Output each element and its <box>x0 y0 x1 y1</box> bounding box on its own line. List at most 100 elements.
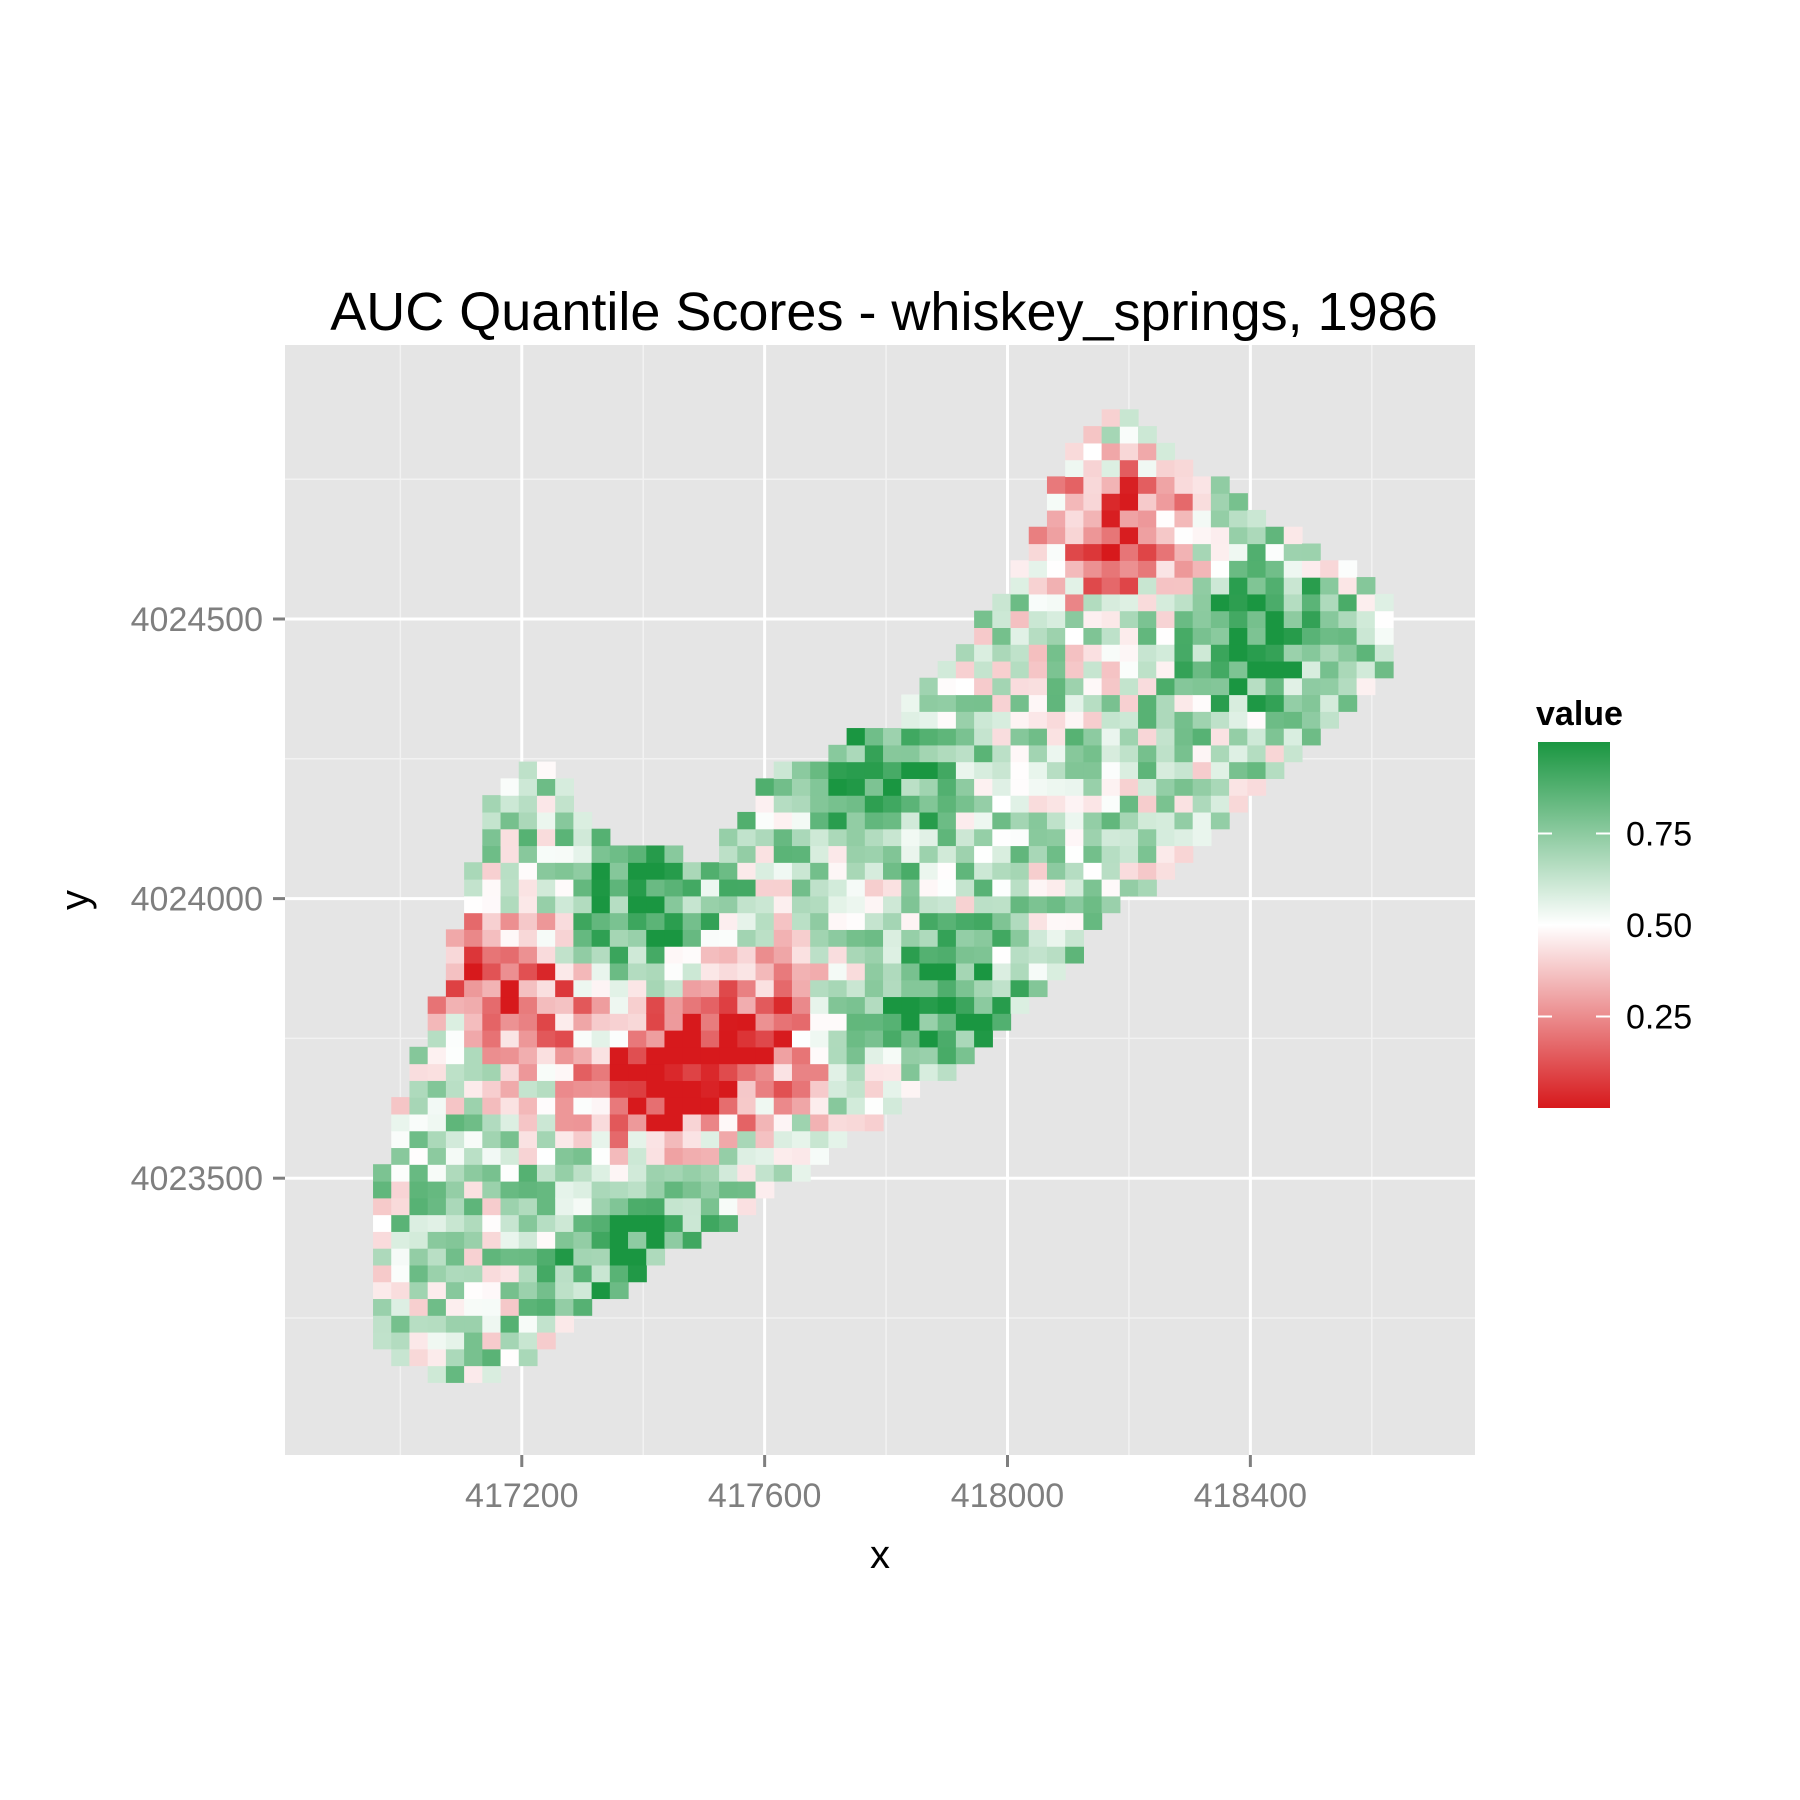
heatmap-cell <box>500 1331 520 1350</box>
heatmap-cell <box>755 996 775 1014</box>
heatmap-cell <box>573 1197 593 1216</box>
heatmap-cell <box>992 795 1012 813</box>
heatmap-cell <box>919 677 939 696</box>
heatmap-cell <box>1083 912 1103 930</box>
heatmap-cell <box>591 1130 611 1149</box>
heatmap-cell <box>609 1180 629 1199</box>
heatmap-cell <box>1247 560 1267 578</box>
heatmap-cell <box>1247 761 1267 779</box>
legend-label: 0.25 <box>1626 999 1692 1037</box>
heatmap-cell <box>628 1214 647 1232</box>
heatmap-cell <box>719 946 738 964</box>
heatmap-cell <box>974 1030 993 1048</box>
heatmap-cell <box>427 1147 447 1165</box>
heatmap-cell <box>737 912 757 930</box>
heatmap-cell <box>700 996 720 1014</box>
heatmap-cell <box>518 1348 538 1367</box>
heatmap-cell <box>919 795 939 813</box>
heatmap-cell <box>464 1197 483 1216</box>
heatmap-cell <box>591 1281 611 1300</box>
heatmap-cell <box>791 1046 811 1065</box>
heatmap-cell <box>864 1013 884 1031</box>
heatmap-cell <box>536 795 556 813</box>
heatmap-cell <box>1374 593 1394 612</box>
heatmap-cell <box>591 1231 611 1249</box>
heatmap-cell <box>1046 694 1066 712</box>
heatmap-cell <box>919 711 939 729</box>
heatmap-cell <box>536 1130 556 1149</box>
heatmap-cell <box>1192 610 1212 628</box>
heatmap-cell <box>992 845 1012 863</box>
heatmap-cell <box>536 1147 556 1165</box>
heatmap-cell <box>1046 577 1066 595</box>
heatmap-cell <box>445 1197 465 1216</box>
heatmap-cell <box>1010 879 1030 897</box>
heatmap-cell <box>500 811 520 830</box>
heatmap-cell <box>664 1030 684 1048</box>
heatmap-cell <box>992 912 1012 930</box>
heatmap-cell <box>555 996 574 1014</box>
heatmap-cell <box>518 1264 538 1283</box>
heatmap-cell <box>1101 409 1121 427</box>
heatmap-cell <box>628 1231 647 1249</box>
heatmap-cell <box>518 1180 538 1199</box>
heatmap-cell <box>901 778 921 796</box>
heatmap-cell <box>536 946 556 964</box>
heatmap-cell <box>1046 895 1066 914</box>
heatmap-cell <box>1083 795 1103 813</box>
heatmap-cell <box>1174 644 1194 662</box>
heatmap-cell <box>664 1197 684 1216</box>
heatmap-cell <box>682 946 702 964</box>
heatmap-cell <box>518 946 538 964</box>
heatmap-cell <box>628 929 647 947</box>
heatmap-cell <box>810 828 829 847</box>
heatmap-cell <box>518 795 538 813</box>
heatmap-cell <box>682 1214 702 1232</box>
heatmap-cell <box>700 1214 720 1232</box>
heatmap-cell <box>828 962 848 981</box>
legend-title: value <box>1536 695 1623 733</box>
heatmap-cell <box>810 1013 829 1031</box>
heatmap-cell <box>828 1130 848 1149</box>
heatmap-cell <box>1138 526 1157 545</box>
heatmap-cell <box>1138 426 1157 444</box>
heatmap-cell <box>828 761 848 779</box>
heatmap-cell <box>628 946 647 964</box>
heatmap-cell <box>500 1080 520 1098</box>
heatmap-cell <box>1301 627 1321 645</box>
heatmap-cell <box>773 1147 793 1165</box>
heatmap-cell <box>773 1030 793 1048</box>
heatmap-cell <box>755 1030 775 1048</box>
heatmap-cell <box>500 1197 520 1216</box>
heatmap-cell <box>609 1013 629 1031</box>
heatmap-cell <box>482 1281 502 1300</box>
heatmap-cell <box>482 895 502 914</box>
y-axis: 4023500 4024000 4024500 <box>131 601 285 1198</box>
heatmap-cell <box>919 761 939 779</box>
heatmap-cell <box>555 1248 574 1266</box>
y-tick-label: 4024000 <box>131 881 263 919</box>
heatmap-cell <box>737 862 757 880</box>
heatmap-cell <box>737 1013 757 1031</box>
heatmap-cell <box>682 1164 702 1182</box>
heatmap-cell <box>1010 912 1030 930</box>
heatmap-cell <box>1101 577 1121 595</box>
heatmap-cell <box>974 795 993 813</box>
heatmap-cell <box>1065 929 1084 947</box>
heatmap-cell <box>737 811 757 830</box>
heatmap-cell <box>992 979 1012 998</box>
heatmap-cell <box>937 811 957 830</box>
heatmap-cell <box>1192 711 1212 729</box>
heatmap-cell <box>1138 543 1157 561</box>
heatmap-cell <box>1101 728 1121 746</box>
heatmap-cell <box>700 979 720 998</box>
heatmap-cell <box>1338 694 1358 712</box>
heatmap-cell <box>700 862 720 880</box>
heatmap-cell <box>1065 442 1084 461</box>
heatmap-cell <box>628 1130 647 1149</box>
heatmap-cell <box>846 1080 866 1098</box>
heatmap-cell <box>773 1046 793 1065</box>
heatmap-cell <box>427 1130 447 1149</box>
heatmap-cell <box>427 1164 447 1182</box>
heatmap-cell <box>828 996 848 1014</box>
